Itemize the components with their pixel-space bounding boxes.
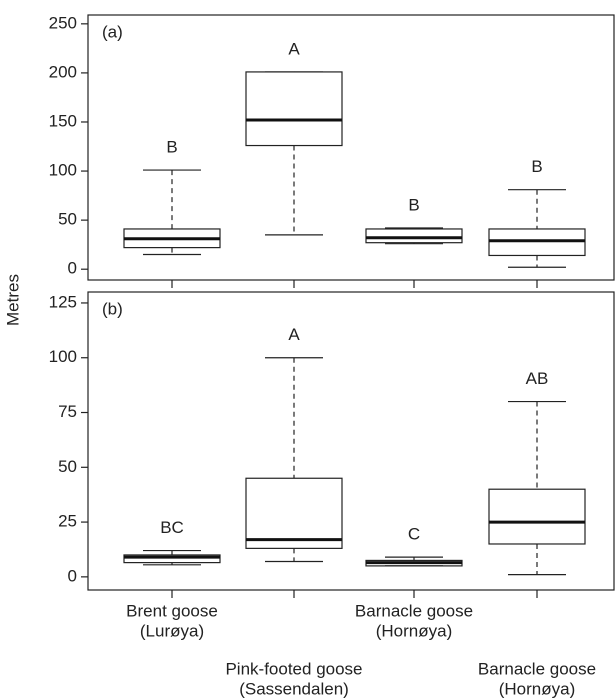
group-letter: B (531, 157, 542, 176)
y-tick-label: 200 (49, 62, 77, 81)
y-tick-label: 100 (49, 347, 77, 366)
panel-label: (a) (102, 22, 123, 41)
y-tick-label: 75 (58, 402, 77, 421)
x-tick-label: (Hornøya) (499, 679, 576, 698)
y-tick-label: 50 (58, 210, 77, 229)
group-letter: A (288, 325, 300, 344)
panel-frame (87, 291, 615, 591)
panel-label: (b) (102, 299, 123, 318)
group-letter: BC (160, 518, 184, 537)
box (245, 71, 343, 147)
panel-frame (87, 14, 615, 281)
x-tick-label: Barnacle goose (355, 601, 473, 620)
box (488, 488, 586, 545)
group-letter: B (166, 138, 177, 157)
y-axis-label: Metres (3, 274, 22, 326)
x-tick-label: Barnacle goose (478, 659, 596, 678)
group-letter: A (288, 39, 300, 58)
box (123, 554, 221, 564)
x-tick-label: Pink-footed goose (225, 659, 362, 678)
y-tick-label: 50 (58, 457, 77, 476)
y-tick-label: 0 (68, 566, 77, 585)
y-tick-label: 125 (49, 292, 77, 311)
y-tick-label: 0 (68, 259, 77, 278)
box (365, 228, 463, 244)
box (245, 477, 343, 549)
y-tick-label: 100 (49, 161, 77, 180)
x-tick-label: (Sassendalen) (239, 679, 349, 698)
x-tick-label: (Lurøya) (140, 621, 204, 640)
group-letter: C (408, 525, 420, 544)
group-letter: B (408, 195, 419, 214)
y-tick-label: 150 (49, 111, 77, 130)
group-letter: AB (526, 369, 549, 388)
y-tick-label: 250 (49, 13, 77, 32)
x-tick-label: (Hornøya) (376, 621, 453, 640)
x-tick-label: Brent goose (126, 601, 218, 620)
y-tick-label: 25 (58, 512, 77, 531)
